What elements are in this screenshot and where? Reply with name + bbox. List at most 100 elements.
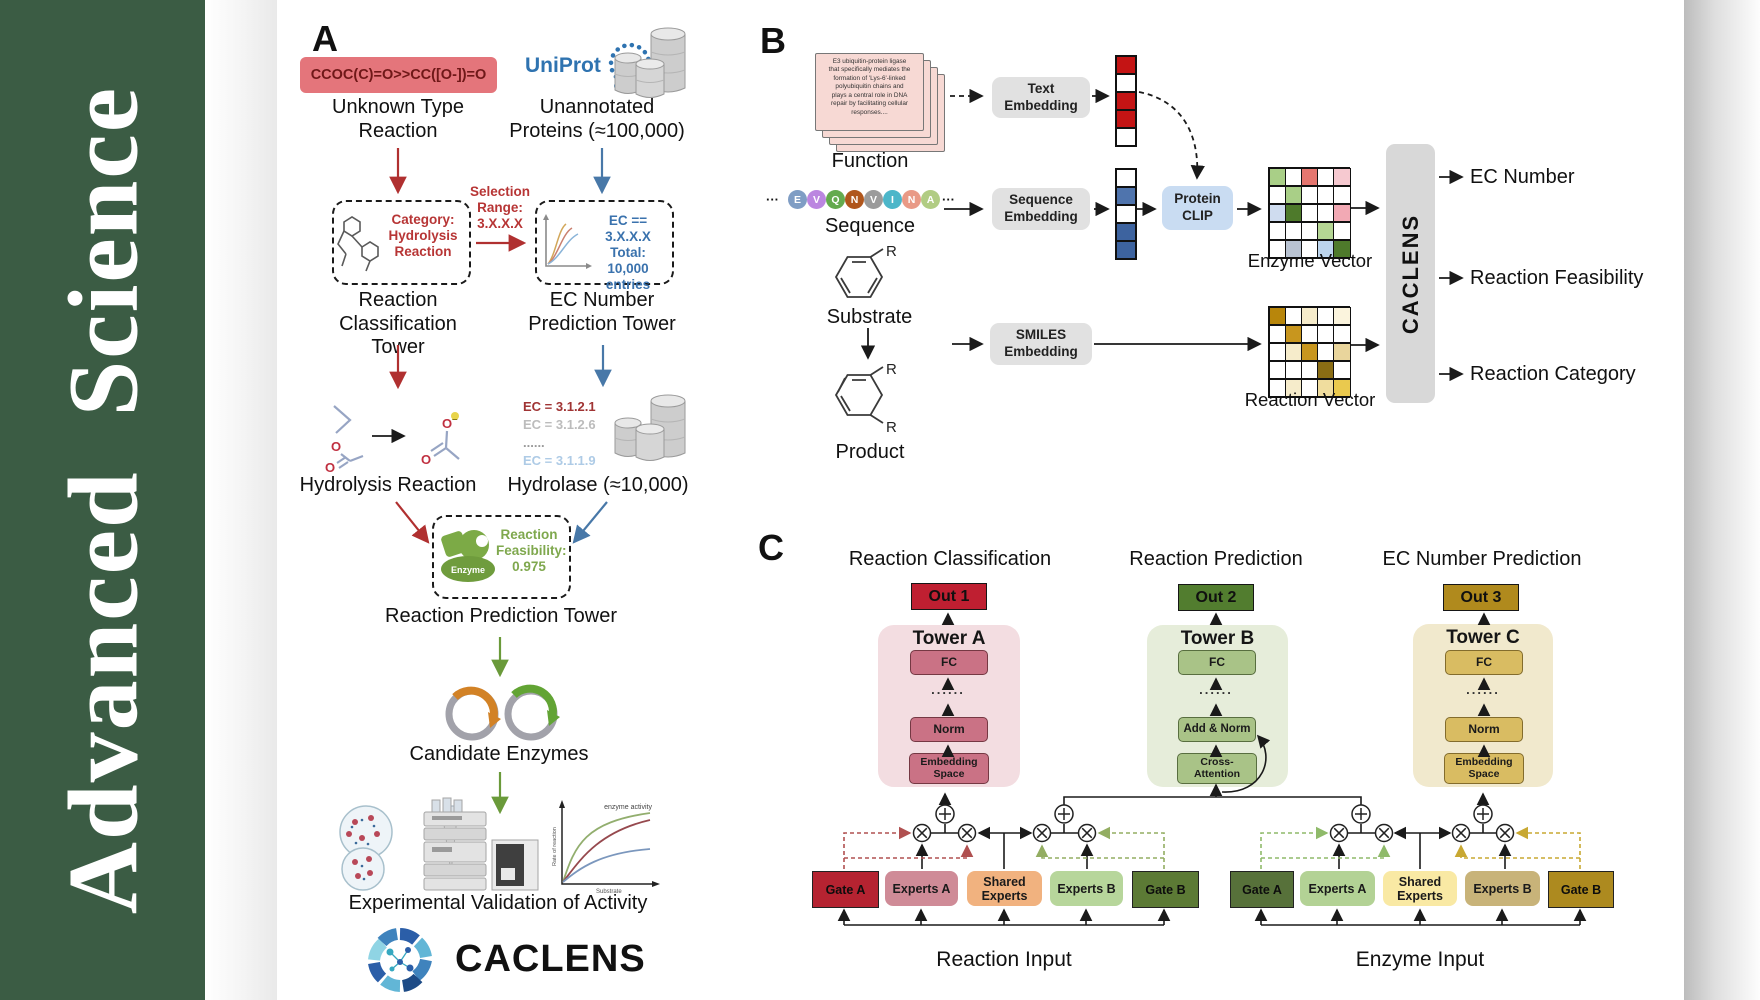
grid-cell	[1333, 379, 1351, 397]
tower-c-fc: FC	[1445, 650, 1523, 675]
panel-b-label: B	[760, 20, 786, 61]
selection-range-text: Selection Range: 3.X.X.X	[469, 184, 531, 231]
vector-cell	[1116, 187, 1136, 205]
hplc-instrument-icon	[423, 797, 539, 891]
smiles-embedding-box: SMILES Embedding	[990, 323, 1092, 365]
product-r2-label: R	[886, 419, 897, 436]
grid-cell	[1333, 361, 1351, 379]
gate-routes	[843, 826, 1581, 869]
reaction-experts-a: Experts A	[885, 871, 958, 906]
grid-cell	[1333, 307, 1351, 325]
grid-cell	[1333, 186, 1351, 204]
ec-number-prediction-tower-label: EC Number Prediction Tower	[528, 289, 676, 335]
tower-a-embedding: Embedding Space	[909, 753, 989, 784]
residue-circle: N	[845, 190, 864, 209]
grid-cell	[1333, 222, 1351, 240]
vector-cell	[1116, 128, 1136, 146]
function-label: Function	[831, 150, 909, 172]
grid-cell	[1333, 204, 1351, 222]
ec-list-line: EC = 3.1.2.6	[523, 417, 596, 432]
ester-molecule-icon: O O	[325, 405, 364, 475]
tower-b-dots: ......	[1199, 682, 1233, 697]
vector-cell	[1116, 241, 1136, 259]
uniprot-swirl-icon	[608, 42, 652, 94]
heading-reaction-classification: Reaction Classification	[848, 548, 1052, 570]
substrate-label: Substrate	[826, 306, 913, 328]
mixing-nodes	[912, 804, 1515, 843]
text-embedding-box: Text Embedding	[992, 77, 1090, 118]
database-stack-icon-2	[614, 394, 686, 461]
caclens-wordmark: CACLENS	[455, 938, 646, 980]
sequence-label: Sequence	[824, 215, 916, 237]
journal-title: Advanced Science	[47, 85, 158, 915]
tower-b-title: Tower B	[1180, 628, 1255, 649]
product-label: Product	[835, 441, 905, 463]
heading-ec-number-prediction: EC Number Prediction	[1382, 548, 1582, 570]
caclens-model-box: CACLENS	[1386, 144, 1435, 403]
residue-circle: A	[921, 190, 940, 209]
function-card-text: E3 ubiquitin-protein ligase that specifi…	[828, 58, 911, 116]
residue-circle: Q	[826, 190, 845, 209]
tower-c-title: Tower C	[1446, 627, 1520, 648]
ester-o1: O	[331, 439, 341, 454]
caclens-logo-icon	[368, 928, 432, 992]
reaction-shared-experts: Shared Experts	[967, 871, 1042, 906]
enzyme-vector-label: Enzyme Vector	[1247, 250, 1373, 271]
output-reaction-category: Reaction Category	[1470, 363, 1636, 385]
validation-label: Experimental Validation of Activity	[348, 892, 648, 914]
output-ec-number: EC Number	[1470, 166, 1575, 188]
smiles-reaction-box: CCOC(C)=O>>CC([O-])=O	[300, 57, 497, 93]
ec-range-text: EC == 3.X.X.X Total: 10,000 entries	[605, 213, 651, 292]
substrate-r-label: R	[886, 243, 897, 260]
carboxylate-minus: –	[452, 414, 458, 425]
caclens-model-label: CACLENS	[1397, 213, 1423, 334]
carboxylate-o1: O	[442, 416, 452, 431]
classification-output-box	[332, 200, 471, 285]
graph-ylabel: Rate of reaction	[552, 827, 558, 866]
tower-b-addnorm: Add & Norm	[1178, 717, 1256, 742]
vector-cell	[1116, 205, 1136, 223]
reaction-experts-b: Experts B	[1050, 871, 1123, 906]
residue-circle: E	[788, 190, 807, 209]
candidate-enzymes-label: Candidate Enzymes	[409, 743, 589, 765]
ec-list-line: ......	[523, 435, 545, 450]
enzyme-experts-b: Experts B	[1465, 871, 1540, 906]
product-r1-label: R	[886, 361, 897, 378]
grid-cell	[1333, 168, 1351, 186]
reaction-gate-b: Gate B	[1132, 871, 1199, 908]
heading-reaction-prediction: Reaction Prediction	[1129, 548, 1303, 570]
sequence-ellipsis-right: ···	[942, 192, 955, 207]
enzyme-gate-b: Gate B	[1548, 871, 1614, 908]
grid-cell	[1333, 343, 1351, 361]
enzyme-experts-a: Experts A	[1300, 871, 1375, 906]
out3-box: Out 3	[1443, 584, 1519, 611]
panel-a-label: A	[312, 18, 338, 59]
database-stack-icon	[614, 27, 686, 98]
page-left-shadow	[205, 0, 277, 1000]
reaction-vector-grid	[1268, 306, 1351, 398]
reaction-input-label: Reaction Input	[936, 948, 1072, 971]
tower-c-norm: Norm	[1445, 717, 1523, 742]
reaction-vector-label: Reaction Vector	[1244, 389, 1376, 410]
tower-c-dots: ......	[1466, 682, 1500, 697]
tower-a-title: Tower A	[912, 628, 986, 649]
ec-range-box	[535, 200, 674, 285]
reaction-gate-a: Gate A	[812, 871, 879, 908]
sequence-ellipsis-left: ···	[766, 192, 779, 207]
hydrolase-label: Hydrolase (≈10,000)	[507, 474, 689, 496]
residue-circle: V	[864, 190, 883, 209]
out1-box: Out 1	[911, 583, 987, 610]
text-embedding-vector	[1115, 55, 1137, 147]
tower-a-norm: Norm	[910, 717, 988, 742]
petri-dish-icons	[339, 805, 458, 891]
residue-circle: N	[902, 190, 921, 209]
enzyme-input-label: Enzyme Input	[1355, 948, 1485, 971]
ec-list-line: EC = 3.1.2.1	[523, 399, 596, 414]
journal-banner: Advanced Science	[0, 0, 205, 1000]
out2-box: Out 2	[1178, 584, 1254, 611]
carboxylate-molecule-icon: O – O	[421, 412, 460, 467]
sequence-embedding-vector	[1115, 168, 1137, 260]
tower-a-fc: FC	[910, 650, 988, 675]
hydrolysis-reaction-label: Hydrolysis Reaction	[299, 474, 477, 496]
